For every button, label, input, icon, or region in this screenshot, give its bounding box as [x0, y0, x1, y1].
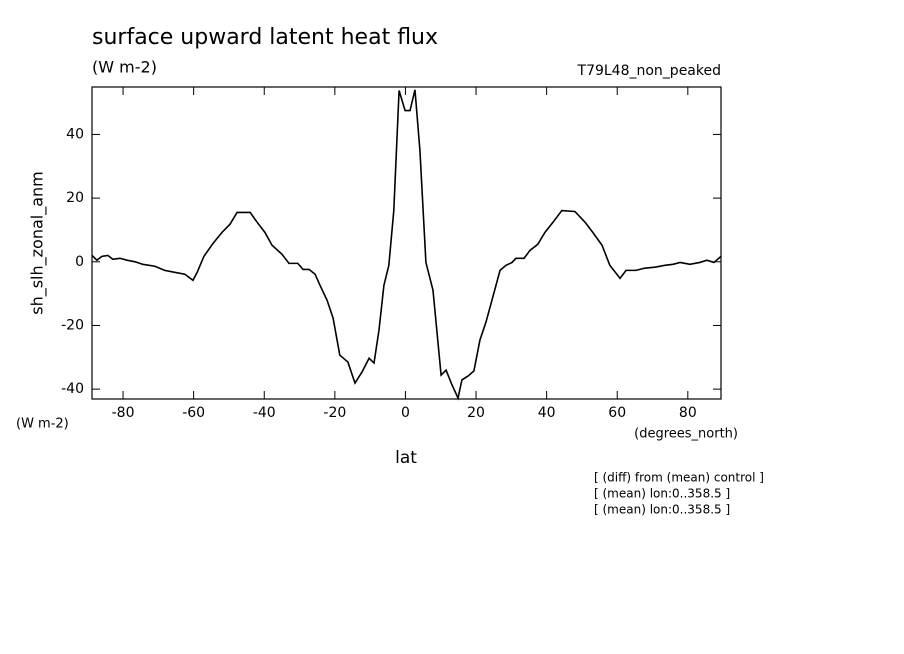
y-units: (W m-2)	[16, 417, 69, 432]
data-line	[91, 89, 722, 401]
x-tick-label: -40	[253, 405, 276, 421]
dataset-label: T79L48_non_peaked	[577, 63, 721, 79]
chart-title: surface upward latent heat flux	[92, 25, 438, 50]
x-tick-label: -20	[323, 405, 346, 421]
y-tick-label: 20	[66, 190, 84, 206]
x-units: (degrees_north)	[634, 427, 738, 442]
x-tick-label: 80	[679, 405, 697, 421]
subtitle: (W m-2)	[92, 58, 157, 77]
x-tick-label: 20	[467, 405, 485, 421]
x-tick-label: -60	[182, 405, 205, 421]
note: [ (mean) lon:0..358.5 ]	[594, 487, 730, 501]
x-tick-label: 0	[401, 405, 410, 421]
plot-frame	[91, 86, 722, 400]
y-axis-label: sh_slh_zonal_anm	[28, 171, 48, 315]
x-tick-label: -80	[112, 405, 135, 421]
x-tick-label: 60	[608, 405, 626, 421]
y-tick-label: 0	[75, 254, 84, 270]
x-tick-label: 40	[538, 405, 556, 421]
note: [ (mean) lon:0..358.5 ]	[594, 503, 730, 517]
note: [ (diff) from (mean) control ]	[594, 471, 764, 485]
y-tick-label: 40	[66, 126, 84, 142]
y-tick-label: -40	[61, 381, 84, 397]
y-tick-label: -20	[61, 317, 84, 333]
x-axis-label: lat	[395, 448, 417, 468]
